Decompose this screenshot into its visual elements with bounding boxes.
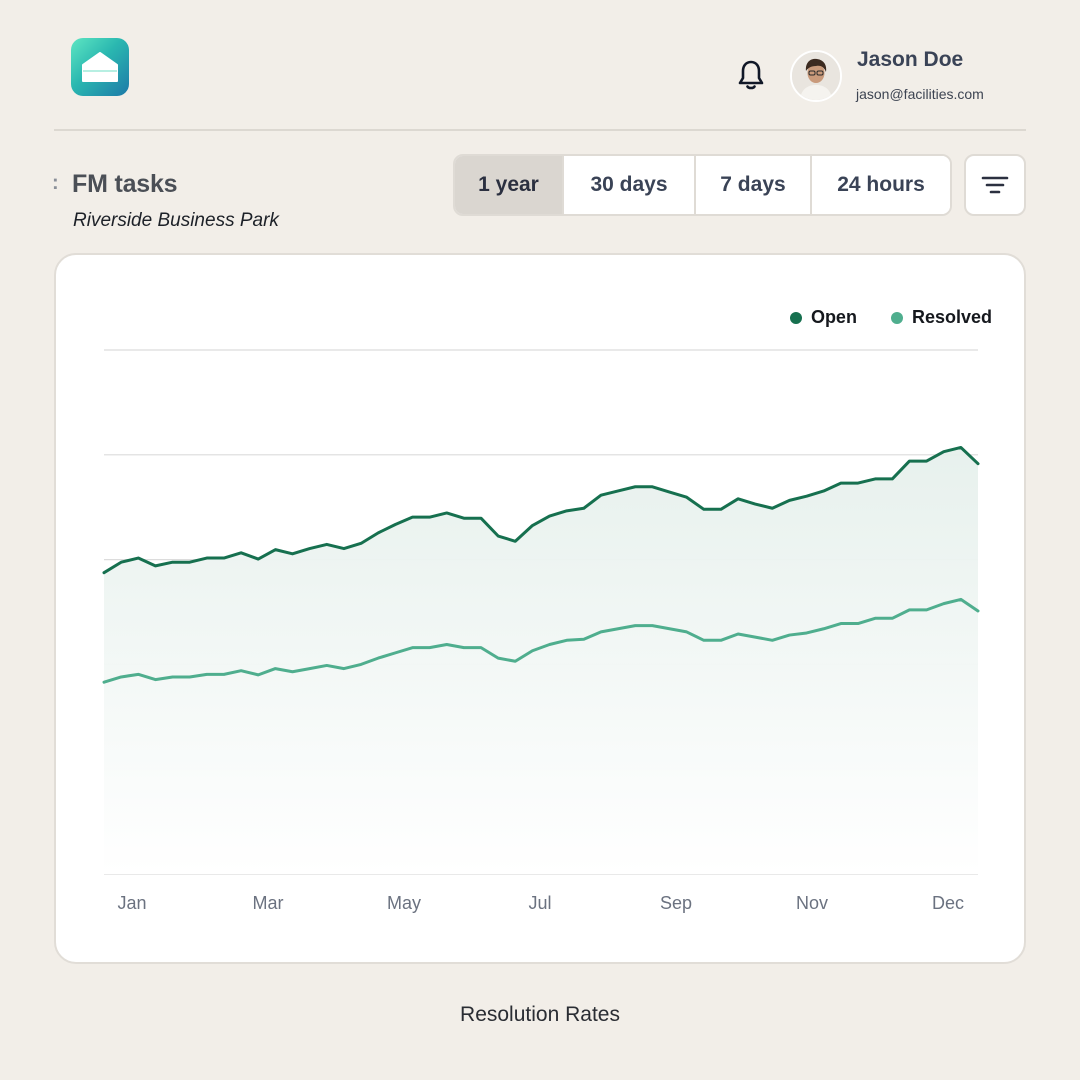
x-tick-label-nov: Nov <box>796 893 828 913</box>
tab-1-year[interactable]: 1 year <box>455 156 564 214</box>
home-icon <box>82 52 118 82</box>
page-title: FM tasks <box>72 170 178 198</box>
series-line-open[interactable] <box>102 445 980 575</box>
legend-dot-resolved <box>890 311 903 324</box>
tab-7-days[interactable]: 7 days <box>696 156 812 214</box>
bell-icon <box>738 60 764 90</box>
x-tick-label-jan: Jan <box>117 893 146 913</box>
legend-label-open: Open <box>810 307 857 327</box>
chart-caption: Resolution Rates <box>460 1003 620 1026</box>
tab-24-hours[interactable]: 24 hours <box>812 156 950 214</box>
x-tick-label-may: May <box>387 893 421 913</box>
series-line-resolved[interactable] <box>102 597 980 684</box>
collapsed-edge-marker: : <box>52 172 59 194</box>
user-email: jason@facilities.com <box>856 86 984 102</box>
header-divider <box>54 129 1026 131</box>
user-avatar-icon <box>792 52 840 100</box>
home-logo[interactable] <box>71 38 129 96</box>
legend-dot-open <box>789 311 802 324</box>
legend-item-open[interactable]: Open <box>789 307 857 328</box>
line-chart: Jan Mar May Jul Sep Nov Dec <box>102 349 980 913</box>
time-range-selector: 1 year 30 days 7 days 24 hours <box>453 154 952 216</box>
chart-card: Open Resolved Jan Mar May Jul Sep Nov Dec <box>54 253 1026 964</box>
x-tick-label-jul: Jul <box>528 893 551 913</box>
legend-label-resolved: Resolved <box>911 307 992 327</box>
chart-legend: Open Resolved <box>789 307 992 328</box>
chart-area-fill <box>104 447 978 874</box>
user-name: Jason Doe <box>857 48 964 71</box>
avatar[interactable] <box>790 50 842 102</box>
legend-item-resolved[interactable]: Resolved <box>890 307 992 328</box>
x-tick-label-dec: Dec <box>932 893 964 913</box>
page-subtitle: Riverside Business Park <box>73 210 279 231</box>
notification-button[interactable] <box>735 58 767 92</box>
x-tick-label-sep: Sep <box>660 893 692 913</box>
filter-icon <box>981 176 1009 194</box>
tab-30-days[interactable]: 30 days <box>564 156 696 214</box>
x-tick-label-mar: Mar <box>253 893 284 913</box>
filter-button[interactable] <box>964 154 1026 216</box>
